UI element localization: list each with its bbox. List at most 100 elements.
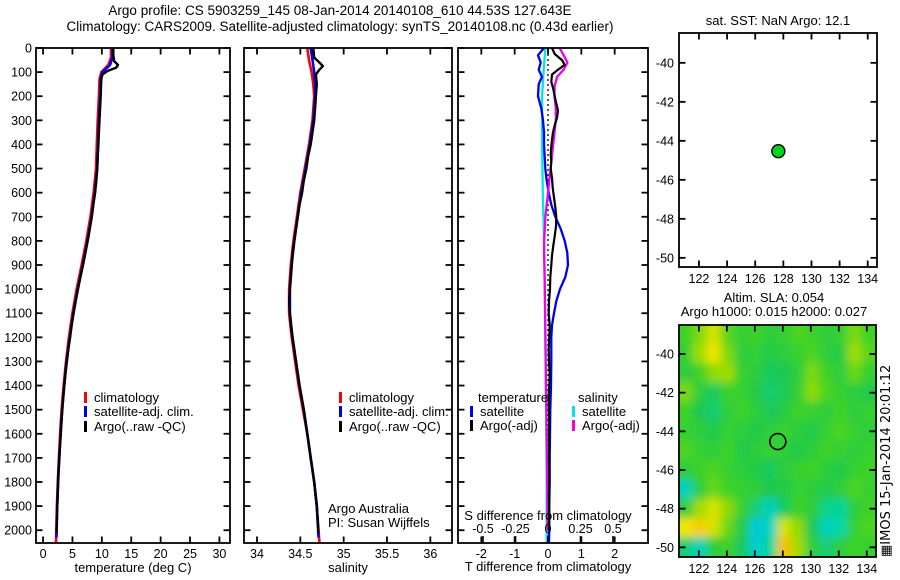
- tick-label: -50: [656, 541, 674, 555]
- note-argo-australia: Argo Australia: [328, 501, 409, 516]
- tick-label: 1200: [4, 331, 32, 345]
- legend-label: Argo(-adj): [582, 418, 640, 434]
- axes-box: [678, 324, 877, 558]
- tick-label: 1900: [4, 500, 32, 514]
- temperature-xlabel: temperature (deg C): [74, 560, 192, 575]
- tick-label: 100: [11, 66, 32, 80]
- sla-heatmap: 122 124 126 128 130 132 134 -40 -42 -44 -46 -48 -50: [656, 324, 877, 576]
- legend-item: Argo(..raw -QC): [84, 418, 194, 434]
- axes-box: [457, 47, 649, 544]
- tick-label: 400: [11, 138, 32, 152]
- tick-label: -48: [656, 502, 674, 516]
- tick-label: 35.5: [375, 547, 399, 561]
- tick-label: 2000: [4, 524, 32, 538]
- tick-label: 1100: [5, 307, 32, 321]
- tick-label: 900: [11, 258, 32, 272]
- legend-marker: [339, 420, 342, 432]
- tick-label: 1300: [4, 355, 32, 369]
- tick-label: 30: [212, 547, 226, 561]
- tick-label: 34.5: [288, 547, 312, 561]
- salinity-profile: 34 34.5 35 35.5 36: [243, 47, 453, 561]
- figure-title-line2: Climatology: CARS2009. Satellite-adjuste…: [66, 19, 614, 34]
- tick-label: 126: [744, 562, 765, 576]
- tick-label: -50: [656, 251, 674, 265]
- legend-item: climatology: [339, 390, 449, 405]
- note-pi: PI: Susan Wijffels: [328, 515, 430, 530]
- legend-marker: [470, 420, 473, 432]
- tick-label: 134: [857, 272, 878, 286]
- legend-item: climatology: [84, 390, 194, 405]
- tick-label: 700: [11, 210, 32, 224]
- legend-label: satellite: [480, 404, 525, 419]
- legend-marker: [84, 392, 87, 403]
- tick-label: -42: [656, 386, 674, 400]
- diff-legend-sal-header: salinity: [578, 390, 618, 405]
- temperature-legend: climatology satellite-adj. clim. Argo(..ra…: [84, 390, 194, 434]
- tick-label: -0.5: [472, 522, 494, 536]
- tick-label: -40: [656, 348, 674, 362]
- legend-item: Argo(-adj): [470, 419, 538, 433]
- tick-label: 128: [772, 562, 793, 576]
- tick-label: 800: [11, 234, 32, 248]
- legend-label: Argo(-adj): [480, 418, 538, 434]
- legend-label: climatology: [349, 390, 415, 405]
- tick-label: 130: [801, 272, 822, 286]
- tick-label: 35: [337, 547, 351, 561]
- axes-box: [243, 47, 453, 544]
- tick-label: 1600: [4, 427, 32, 441]
- legend-item: satellite: [470, 404, 538, 419]
- series-satellite-adj-clim: [55, 48, 114, 538]
- tick-label: 1700: [4, 451, 32, 465]
- legend-marker: [84, 420, 87, 432]
- legend-marker: [572, 406, 575, 417]
- tick-label: 128: [773, 272, 794, 286]
- tick-label: 300: [11, 114, 32, 128]
- legend-label: Argo(..raw -QC): [94, 418, 186, 434]
- float-location-marker: [771, 143, 786, 159]
- series-argo-T-diff: [547, 47, 566, 531]
- legend-item: Argo(..raw -QC): [339, 419, 449, 434]
- sla-title-line2: Argo h1000: 0.015 h2000: 0.027: [680, 304, 868, 319]
- legend-item: satellite: [572, 404, 640, 419]
- tick-label: 1500: [4, 403, 32, 417]
- legend-item: satellite-adj. clim.: [339, 405, 449, 419]
- legend-label: satellite-adj. clim.: [94, 404, 194, 420]
- tick-label: 600: [11, 186, 32, 200]
- salinity-legend: climatology satellite-adj. clim. Argo(..ra…: [339, 390, 449, 434]
- sla-field: [679, 325, 876, 557]
- series-climatology: [54, 48, 113, 543]
- tick-label: -42: [656, 95, 674, 109]
- series-argo-raw: [55, 48, 120, 533]
- difference-profile: -2 -1 0 1 2 -0.5 -0.25 0 0.25 0.5: [457, 47, 649, 561]
- tick-label: 36: [423, 547, 437, 561]
- legend-label: satellite: [582, 404, 627, 419]
- legend-label: satellite-adj. clim.: [349, 404, 449, 420]
- tick-label: -44: [656, 134, 674, 148]
- tick-label: 122: [688, 562, 709, 576]
- tick-label: 0.5: [604, 522, 621, 536]
- sla-title-line1: Altim. SLA: 0.054: [723, 290, 825, 305]
- tick-label: 126: [745, 272, 766, 286]
- tick-label: 10: [95, 547, 109, 561]
- tick-label: 20: [154, 547, 168, 561]
- imos-timestamp-sidetext: ▦IMOS 15-Jan-2014 20:01:12: [879, 364, 894, 557]
- tick-label: 130: [800, 562, 821, 576]
- tick-label: 200: [11, 90, 32, 104]
- tick-label: -46: [656, 464, 674, 478]
- diff-legend-temp-header: temperature: [478, 390, 549, 405]
- tick-label: 124: [716, 562, 737, 576]
- diff-legend-temp: satellite Argo(-adj): [470, 404, 538, 434]
- legend-marker: [339, 406, 342, 418]
- tdiff-xlabel: T difference from climatology: [464, 559, 632, 574]
- series-argo-raw: [287, 47, 325, 533]
- tick-label: 1000: [4, 283, 32, 297]
- tick-label: -44: [656, 425, 674, 439]
- tick-label: 2: [611, 547, 618, 561]
- tick-label: 34: [250, 547, 264, 561]
- tick-label: 1800: [4, 475, 32, 489]
- tick-label: -2: [476, 547, 487, 561]
- diff-legend-sal: satellite Argo(-adj): [572, 404, 640, 434]
- legend-item: Argo(-adj): [572, 419, 640, 433]
